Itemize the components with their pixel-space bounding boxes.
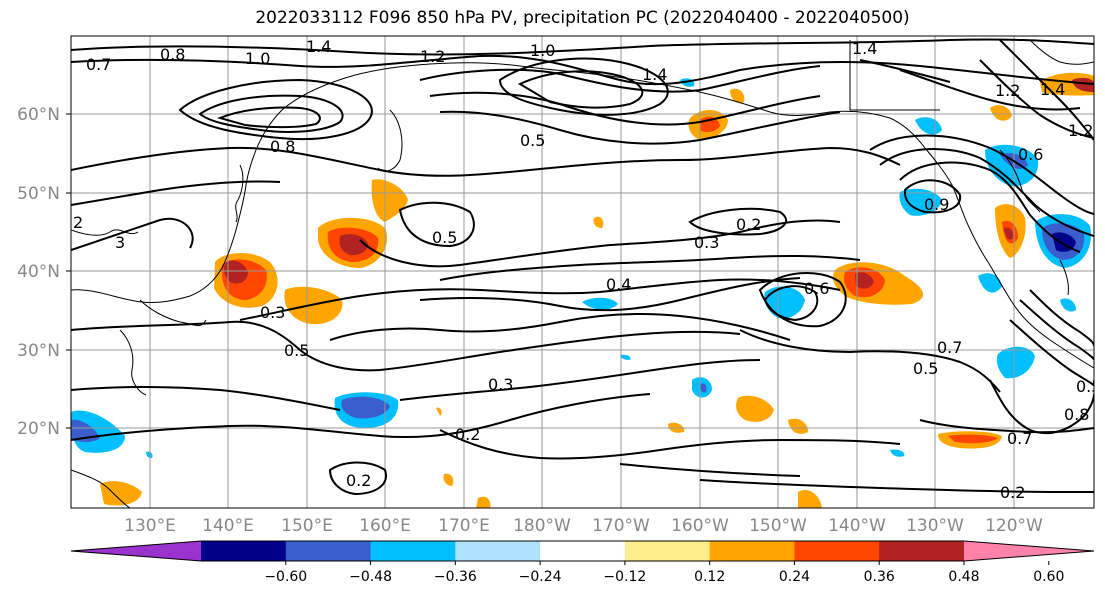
contour-label: 0.7 [937, 338, 962, 357]
contour-label: 1.2 [1068, 121, 1093, 140]
contour-label: 0.5 [284, 341, 309, 360]
colorbar-tick-label: −0.12 [603, 569, 646, 585]
precip-positive-shading [100, 72, 1094, 508]
map-title: 2022033112 F096 850 hPa PV, precipitatio… [255, 8, 910, 28]
contour-label: 3 [115, 233, 125, 252]
contour-label: 1.0 [245, 49, 270, 68]
colorbar-tick-label: 0.36 [864, 569, 895, 585]
colorbar: −0.60 −0.48 −0.36 −0.24 −0.12 0.12 0.24 0.36 0.4… [70, 540, 1095, 585]
lat-labels: 60°N 50°N 40°N 30°N 20°N [17, 105, 60, 439]
lon-label: 140°W [828, 516, 886, 536]
colorbar-segment [201, 541, 287, 561]
contour-label: 0.7 [1007, 429, 1032, 448]
contour-label: 1.4 [852, 39, 877, 58]
contour-label: 0.5 [1076, 377, 1101, 396]
colorbar-tick-label: −0.60 [264, 569, 307, 585]
colorbar-tick-label: 0.60 [1033, 569, 1064, 585]
contour-label: 0.2 [1000, 483, 1025, 502]
contour-label: 0.2 [736, 215, 761, 234]
colorbar-segment [285, 541, 372, 561]
lat-ticks [66, 113, 71, 429]
lat-label: 40°N [17, 262, 60, 282]
lon-label: 140°E [202, 516, 254, 536]
contour-label: 0.9 [924, 195, 949, 214]
lon-label: 160°E [359, 516, 411, 536]
colorbar-tick-label: 0.48 [948, 569, 979, 585]
colorbar-segment [709, 541, 795, 561]
colorbar-outline [70, 540, 1095, 562]
contour-label: 0.8 [1064, 405, 1089, 424]
colorbar-tick-label: 0.24 [779, 569, 810, 585]
contour-label: 0.5 [913, 359, 938, 378]
contour-label: 0.3 [488, 375, 513, 394]
pv-contours [71, 38, 1094, 496]
colorbar-segment [794, 541, 880, 561]
lat-label: 20°N [17, 419, 60, 439]
contour-label: 0.6 [1018, 145, 1043, 164]
colorbar-segment [624, 541, 711, 561]
colorbar-tick-label: −0.24 [519, 569, 562, 585]
colorbar-segment [455, 541, 541, 561]
contour-label: 1.4 [306, 37, 331, 56]
contour-labels: 0.7 0.8 1.4 1.0 1.2 1.0 1.4 1.4 1.2 1.4 … [73, 37, 1101, 502]
contour-label: 0.4 [606, 275, 631, 294]
lon-label: 120°W [985, 516, 1043, 536]
lon-label: 180°W [513, 516, 571, 536]
lon-label: 160°W [671, 516, 729, 536]
lon-label: 130°E [124, 516, 176, 536]
contour-label: 0.5 [432, 228, 457, 247]
colorbar-extend-min [71, 541, 201, 561]
lat-label: 50°N [17, 184, 60, 204]
lon-label: 170°E [438, 516, 490, 536]
plot-area: 0.7 0.8 1.4 1.0 1.2 1.0 1.4 1.4 1.2 1.4 … [71, 36, 1101, 508]
contour-label: 0.3 [260, 303, 285, 322]
colorbar-extend-max [964, 541, 1094, 561]
contour-label: 0.2 [346, 471, 371, 490]
contour-label: 0.3 [694, 233, 719, 252]
contour-label: 1.0 [530, 41, 555, 60]
contour-label: 0.5 [520, 131, 545, 150]
plot-frame [70, 35, 1095, 509]
contour-label: 1.4 [642, 65, 667, 84]
contour-label: 0.8 [270, 137, 295, 156]
lat-label: 60°N [17, 105, 60, 125]
lat-label: 30°N [17, 341, 60, 361]
contour-label: 0.8 [160, 45, 185, 64]
lon-label: 130°W [906, 516, 964, 536]
coastlines [71, 39, 1094, 508]
contour-label: 0.2 [455, 425, 480, 444]
contour-label: 1.2 [995, 81, 1020, 100]
contour-label: 1.2 [420, 47, 445, 66]
lon-labels: 130°E 140°E 150°E 160°E 170°E 180°W 170°… [124, 516, 1043, 536]
contour-label: 2 [73, 213, 83, 232]
lon-label: 150°E [281, 516, 333, 536]
colorbar-tick-label: −0.36 [434, 569, 477, 585]
contour-label: 0.6 [804, 279, 829, 298]
colorbar-tick-label: −0.48 [349, 569, 392, 585]
contour-label: 0.7 [86, 55, 111, 74]
colorbar-segment [540, 541, 626, 561]
contour-label: 1.4 [1040, 80, 1065, 99]
colorbar-segment [370, 541, 456, 561]
colorbar-segment [879, 541, 965, 561]
lon-label: 150°W [749, 516, 807, 536]
lon-label: 170°W [592, 516, 650, 536]
colorbar-tick-label: 0.12 [694, 569, 725, 585]
